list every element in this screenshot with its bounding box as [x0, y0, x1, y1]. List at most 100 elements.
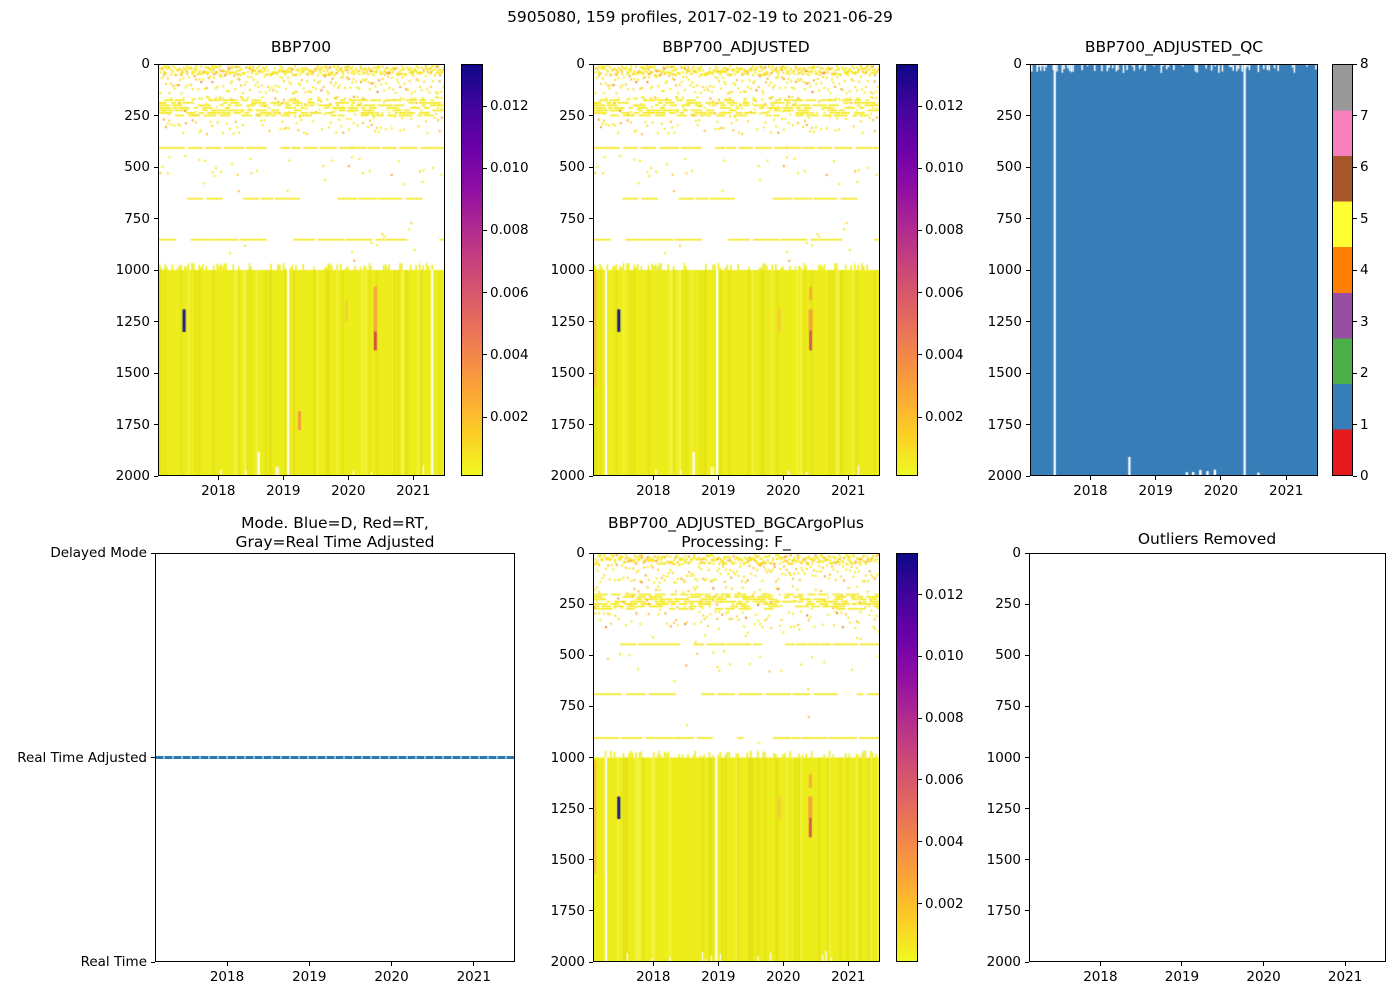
heatmap-canvas-bbp700-adjusted-bgcargoplus [594, 554, 879, 961]
colorbar-tick-label-bbp700-adjusted: 0.006 [925, 284, 964, 301]
colorbar-tick-bbp700-adjusted-bgcargoplus [918, 594, 922, 596]
y-tick-label-outliers-removed: 1000 [986, 749, 1021, 766]
x-tick-bbp700-adjusted-bgcargoplus [782, 962, 784, 966]
colorbar-tick-label-bbp700: 0.002 [490, 409, 529, 426]
y-tick-label-bbp700-adjusted: 1250 [550, 313, 585, 330]
plot-area-bbp700 [158, 64, 445, 476]
colorbar-tick-bbp700-adjusted-bgcargoplus [918, 717, 922, 719]
y-tick-label-bbp700-adjusted-bgcargoplus: 1750 [550, 902, 585, 919]
x-tick-label-bbp700-adjusted: 2019 [701, 483, 736, 499]
x-tick-label-bbp700-adjusted: 2021 [831, 483, 866, 499]
y-tick-label-bbp700: 1750 [115, 416, 150, 433]
x-tick-label-bbp700-adjusted-bgcargoplus: 2019 [701, 969, 736, 985]
panel-title-bbp700-adjusted-qc: BBP700_ADJUSTED_QC [1084, 38, 1264, 56]
y-tick-label-bbp700-adjusted-qc: 1750 [987, 416, 1022, 433]
y-tick-mode [151, 757, 155, 758]
plot-area-bbp700-adjusted [593, 64, 880, 476]
colorbar-tick-bbp700-adjusted-qc [1353, 321, 1357, 322]
colorbar-tick-label-bbp700-adjusted: 0.004 [925, 346, 964, 363]
y-tick-label-bbp700-adjusted: 1500 [550, 365, 585, 381]
y-tick-outliers-removed [1025, 859, 1029, 861]
x-tick-label-mode: 2021 [456, 969, 491, 985]
y-tick-bbp700-adjusted-bgcargoplus [589, 603, 593, 605]
panel-title-bgcargoplus: BBP700_ADJUSTED_BGCArgoPlus Processing: … [608, 514, 864, 551]
y-tick-label-bbp700-adjusted-qc: 1500 [987, 365, 1022, 381]
colorbar-tick-label-bbp700-adjusted-qc: 7 [1360, 107, 1369, 124]
y-tick-label-bbp700-adjusted-bgcargoplus: 0 [576, 545, 585, 561]
y-tick-label-bbp700-adjusted-qc: 1000 [987, 262, 1022, 278]
colorbar-tick-bbp700-adjusted-qc [1353, 218, 1357, 219]
y-tick-bbp700-adjusted-qc [1026, 63, 1030, 65]
y-tick-bbp700-adjusted [589, 321, 593, 322]
x-tick-bbp700 [217, 476, 219, 480]
y-tick-label-bbp700-adjusted-bgcargoplus: 1250 [550, 800, 585, 817]
x-tick-label-bbp700-adjusted-bgcargoplus: 2021 [831, 969, 866, 985]
colorbar-gradient-bbp700-adjusted-bgcargoplus [897, 554, 917, 961]
colorbar-tick-bbp700-adjusted [918, 229, 922, 231]
colorbar-tick-bbp700 [483, 292, 487, 294]
heatmap-canvas-bbp700-adjusted [594, 65, 879, 475]
y-tick-outliers-removed [1025, 603, 1029, 605]
colorbar-tick-bbp700-adjusted [918, 167, 922, 169]
x-tick-label-bbp700-adjusted-qc: 2020 [1203, 483, 1239, 499]
y-tick-bbp700 [154, 424, 158, 425]
y-tick-label-bbp700-adjusted-bgcargoplus: 250 [559, 596, 585, 613]
colorbar-tick-bbp700-adjusted [918, 416, 922, 418]
y-tick-mode [151, 961, 155, 963]
x-tick-label-bbp700-adjusted: 2018 [636, 483, 671, 499]
colorbar-gradient-bbp700-adjusted-qc [1333, 65, 1352, 475]
x-tick-label-outliers-removed: 2021 [1327, 969, 1363, 985]
x-tick-outliers-removed [1099, 962, 1101, 966]
y-tick-bbp700-adjusted-bgcargoplus [589, 910, 593, 912]
y-tick-label-bbp700: 750 [124, 210, 150, 227]
plot-area-bbp700-adjusted-qc [1030, 64, 1318, 476]
y-tick-label-bbp700: 1000 [115, 262, 150, 278]
colorbar-tick-bbp700-adjusted [918, 105, 922, 107]
y-tick-bbp700-adjusted [589, 269, 593, 271]
y-tick-label-outliers-removed: 250 [995, 596, 1021, 613]
x-tick-bbp700 [282, 476, 284, 480]
y-tick-bbp700-adjusted-bgcargoplus [589, 654, 593, 656]
y-tick-label-outliers-removed: 500 [995, 647, 1021, 664]
x-tick-label-outliers-removed: 2018 [1083, 969, 1118, 985]
x-tick-mode [308, 962, 310, 966]
colorbar-tick-label-bbp700-adjusted-bgcargoplus: 0.002 [925, 895, 964, 912]
colorbar-tick-bbp700 [483, 167, 487, 169]
x-tick-label-bbp700-adjusted: 2020 [766, 483, 801, 499]
y-tick-bbp700 [154, 218, 158, 219]
y-tick-outliers-removed [1025, 808, 1029, 810]
colorbar-tick-label-bbp700-adjusted-qc: 6 [1360, 159, 1369, 175]
y-tick-label-bbp700-adjusted: 1750 [550, 416, 585, 433]
plot-area-outliers-removed [1029, 553, 1386, 962]
y-tick-bbp700-adjusted-bgcargoplus [589, 552, 593, 554]
y-tick-label-bbp700-adjusted-bgcargoplus: 750 [559, 698, 585, 715]
x-tick-bbp700-adjusted-qc [1220, 476, 1222, 480]
colorbar-tick-label-bbp700-adjusted: 0.010 [925, 160, 964, 177]
y-tick-label-bbp700-adjusted-qc: 500 [996, 159, 1022, 175]
y-tick-bbp700 [154, 63, 158, 65]
x-tick-bbp700-adjusted-bgcargoplus [717, 962, 719, 966]
y-tick-label-mode: Real Time [80, 954, 147, 970]
panel-title-mode: Mode. Blue=D, Red=RT, Gray=Real Time Adj… [235, 514, 435, 551]
colorbar-tick-bbp700-adjusted-bgcargoplus [918, 655, 922, 657]
y-tick-bbp700-adjusted [589, 63, 593, 65]
colorbar-gradient-bbp700-adjusted [897, 65, 917, 475]
panel-title-outliers-removed: Outliers Removed [1137, 530, 1277, 548]
y-tick-bbp700-adjusted [589, 372, 593, 374]
colorbar-tick-label-bbp700-adjusted: 0.012 [925, 98, 964, 115]
y-tick-label-outliers-removed: 0 [1012, 545, 1021, 561]
colorbar-tick-label-bbp700: 0.008 [490, 222, 529, 239]
y-tick-label-bbp700: 250 [124, 107, 150, 124]
colorbar-tick-bbp700 [483, 105, 487, 107]
x-tick-label-bbp700: 2021 [396, 483, 431, 499]
y-tick-bbp700-adjusted-qc [1026, 269, 1030, 271]
x-tick-bbp700-adjusted-bgcargoplus [652, 962, 654, 966]
y-tick-label-bbp700-adjusted-bgcargoplus: 2000 [550, 954, 585, 970]
colorbar-tick-bbp700 [483, 354, 487, 356]
y-tick-label-outliers-removed: 1250 [986, 800, 1021, 817]
x-tick-mode [391, 962, 393, 966]
y-tick-bbp700 [154, 166, 158, 168]
y-tick-label-bbp700-adjusted: 250 [559, 107, 585, 124]
x-tick-label-outliers-removed: 2020 [1246, 969, 1281, 985]
